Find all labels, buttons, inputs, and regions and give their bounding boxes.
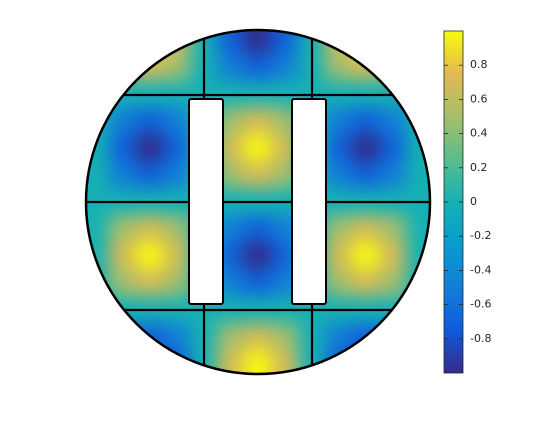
slot [188,98,224,305]
field-cell [244,161,272,189]
field-cell [86,53,110,81]
colorbar-ticks: -0.8 -0.6 -0.4 -0.2 0 0.2 0.4 0.6 0.8 [444,58,491,345]
field-cell [136,350,164,374]
field-cell [136,107,164,135]
field-cell [379,323,407,351]
field-cell [244,53,272,81]
colorbar-tick-label: 0.8 [470,58,488,71]
field-cell [217,323,245,351]
field-cell [86,350,110,374]
field-cell [109,134,137,162]
field-cell [325,215,353,243]
field-cell [244,134,272,162]
field-cell [406,30,430,54]
field-cell [352,134,380,162]
field-cell [109,30,137,54]
colorbar-tick-label: -0.8 [470,332,491,345]
field-cell [379,350,407,374]
field-cell [352,269,380,297]
field-cell [325,161,353,189]
field-cell [109,215,137,243]
field-cell [325,269,353,297]
field-cell [244,107,272,135]
domain-boundary [84,28,432,376]
field-cell [325,134,353,162]
field-cell [244,242,272,270]
field-cell [86,30,110,54]
field-cell [379,242,407,270]
field-cell [325,53,353,81]
field-cell [109,350,137,374]
field-cell [406,53,430,81]
field-cell [379,30,407,54]
field-cell [163,215,191,243]
field-cell [379,134,407,162]
field-cell [379,215,407,243]
field-cell [352,161,380,189]
field-cell [86,323,110,351]
field-cell [244,215,272,243]
field-cell [325,242,353,270]
field-cell [109,53,137,81]
field [86,30,430,374]
field-cell [163,242,191,270]
field-cell [163,269,191,297]
field-cell [136,30,164,54]
field-cell [86,80,110,108]
field-cell [379,161,407,189]
field-cell [136,242,164,270]
colorbar-tick-label: 0.6 [470,92,488,105]
field-cell [109,107,137,135]
field-cell [163,53,191,81]
field-cell [163,107,191,135]
field-cell [86,296,110,324]
slot [291,98,327,305]
field-cell [136,215,164,243]
field-cell [379,53,407,81]
field-cell [406,80,430,108]
field-cell [379,107,407,135]
colorbar-tick-label: 0 [470,195,477,208]
field-cell [136,134,164,162]
field-cell [163,323,191,351]
field-cell [163,161,191,189]
colorbar-tick-label: 0.4 [470,127,488,140]
colorbar-tick-label: 0.2 [470,161,488,174]
field-cell [244,269,272,297]
field-cell [244,323,272,351]
field-cell [406,323,430,351]
field-cell [109,242,137,270]
field-cell [163,134,191,162]
field-cell [109,161,137,189]
field-cell [352,215,380,243]
colorbar-tick-label: -0.2 [470,229,491,242]
field-cell [136,269,164,297]
field-cell [379,269,407,297]
field-cell [325,323,353,351]
colorbar-tick-label: -0.6 [470,298,491,311]
field-cell [352,242,380,270]
colorbar-tick-label: -0.4 [470,263,491,276]
field-cell [406,350,430,374]
field-cell [352,107,380,135]
field-clip [86,30,430,374]
field-cell [352,350,380,374]
field-cell [325,107,353,135]
field-cell [217,53,245,81]
field-cell [352,30,380,54]
field-cell [136,161,164,189]
field-cell [406,296,430,324]
field-cell [271,53,299,81]
field-cell [271,323,299,351]
field-cell [109,269,137,297]
field-cell [244,30,272,54]
field-cell [109,323,137,351]
field-cell [244,350,272,374]
